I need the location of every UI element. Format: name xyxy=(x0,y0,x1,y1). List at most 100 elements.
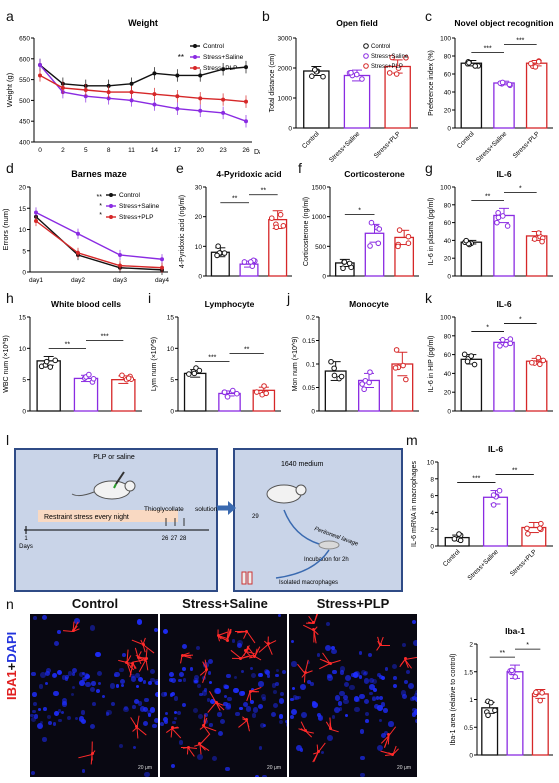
dapi-nucleus xyxy=(123,706,129,712)
dapi-nucleus xyxy=(67,716,72,721)
iba1-cell xyxy=(253,654,257,658)
dapi-nucleus xyxy=(212,756,217,762)
data-point xyxy=(152,92,157,97)
data-point xyxy=(366,379,372,386)
panel-label-a: a xyxy=(6,8,14,24)
chart-pyridoxic-acid: 4-Pyridoxic acid 0 10 20 30 4-Pyridoxic acid … xyxy=(179,169,292,281)
chart-title: Lymphocyte xyxy=(205,299,255,309)
svg-text:26: 26 xyxy=(162,536,169,542)
y-tick-label: 5 xyxy=(170,377,174,384)
y-tick-label: 5 xyxy=(22,248,26,255)
bar xyxy=(525,62,548,129)
data-point xyxy=(129,90,134,95)
data-point xyxy=(393,347,400,353)
y-axis-label: Corticosterone (ng/ml) xyxy=(303,197,310,266)
dapi-nucleus xyxy=(299,748,304,752)
x-tick-label: Control xyxy=(442,548,462,568)
data-point xyxy=(403,376,409,383)
iba1-process xyxy=(187,747,196,758)
chart-monocyte: Monocyte 0 0.05 0.1 0.15 0.2 Mon num (×10^9) xyxy=(292,299,419,416)
iba1-cell xyxy=(303,671,307,675)
data-point xyxy=(539,238,545,245)
y-tick-label: 80 xyxy=(444,202,452,209)
image-title-saline: Stress+Saline xyxy=(182,596,268,611)
dapi-nucleus xyxy=(291,661,297,667)
data-point xyxy=(368,219,375,226)
dapi-nucleus xyxy=(64,677,68,681)
data-point xyxy=(60,85,65,90)
dapi-nucleus xyxy=(60,710,64,714)
chart-title: Open field xyxy=(336,18,378,28)
series-line xyxy=(39,74,247,103)
dapi-nucleus xyxy=(146,709,153,716)
data-point xyxy=(76,250,80,255)
data-point xyxy=(215,243,221,249)
svg-text:28: 28 xyxy=(180,536,187,542)
dapi-nucleus xyxy=(413,640,417,646)
dapi-nucleus xyxy=(169,692,174,697)
y-tick-label: 15 xyxy=(167,315,175,322)
data-point xyxy=(504,223,511,229)
x-tick-label: Stress+Saline xyxy=(466,548,500,582)
data-point xyxy=(535,354,542,361)
dapi-nucleus xyxy=(53,641,59,647)
dapi-nucleus xyxy=(325,645,332,652)
iba1-cell xyxy=(312,621,316,625)
dapi-nucleus xyxy=(102,695,106,699)
y-tick-label: 0 xyxy=(288,126,292,133)
dapi-nucleus xyxy=(177,710,182,715)
significance-label: ** xyxy=(178,53,184,62)
dapi-nucleus xyxy=(223,701,228,707)
dapi-nucleus xyxy=(413,709,417,715)
dapi-nucleus xyxy=(207,670,212,675)
dapi-nucleus xyxy=(312,702,318,708)
dapi-nucleus xyxy=(42,737,47,742)
data-point xyxy=(244,65,248,70)
dapi-nucleus xyxy=(171,677,177,683)
iba1-cell xyxy=(378,643,382,647)
dapi-nucleus xyxy=(89,625,95,631)
iba1-cell xyxy=(225,638,229,642)
dapi-nucleus xyxy=(331,715,336,719)
dapi-nucleus xyxy=(31,671,36,676)
dapi-nucleus xyxy=(325,622,331,627)
bar xyxy=(493,341,515,412)
dapi-nucleus xyxy=(264,669,270,676)
dapi-nucleus xyxy=(338,707,343,711)
dapi-nucleus xyxy=(344,675,351,682)
data-point xyxy=(230,387,236,394)
dapi-nucleus xyxy=(339,690,345,697)
dapi-nucleus xyxy=(232,639,236,643)
y-tick-label: 60 xyxy=(444,220,452,227)
stress-label: Restraint stress every night xyxy=(44,514,129,521)
significance-label: ** xyxy=(512,468,518,475)
dapi-nucleus xyxy=(239,690,245,697)
dapi-nucleus xyxy=(217,712,222,717)
dapi-nucleus xyxy=(383,707,388,713)
dapi-nucleus xyxy=(252,707,259,714)
dapi-nucleus xyxy=(53,690,59,697)
y-tick-label: 1.5 xyxy=(464,669,473,676)
data-point xyxy=(34,210,38,215)
dapi-nucleus xyxy=(37,707,41,711)
dapi-nucleus xyxy=(290,698,294,702)
dapi-nucleus xyxy=(321,750,325,754)
y-tick-label: 100 xyxy=(440,315,451,322)
chart-il6-mrna: IL-6 0 2 4 6 8 10 IL-6 mRNA in macrophages Contr… xyxy=(411,444,553,582)
data-point xyxy=(468,353,475,359)
dapi-nucleus xyxy=(262,723,266,727)
significance-label: * xyxy=(486,325,489,332)
dapi-nucleus xyxy=(291,639,295,643)
panel-label-k: k xyxy=(425,290,432,306)
data-point xyxy=(309,73,315,79)
data-point xyxy=(263,390,269,397)
y-tick-label: 80 xyxy=(444,333,452,340)
dapi-nucleus xyxy=(380,733,386,738)
dapi-nucleus xyxy=(204,712,209,717)
image-title-plp: Stress+PLP xyxy=(316,596,390,611)
data-point xyxy=(331,365,337,372)
dapi-nucleus xyxy=(327,674,333,681)
svg-text:1: 1 xyxy=(24,536,28,542)
dapi-nucleus xyxy=(410,696,415,701)
dapi-nucleus xyxy=(392,683,397,689)
